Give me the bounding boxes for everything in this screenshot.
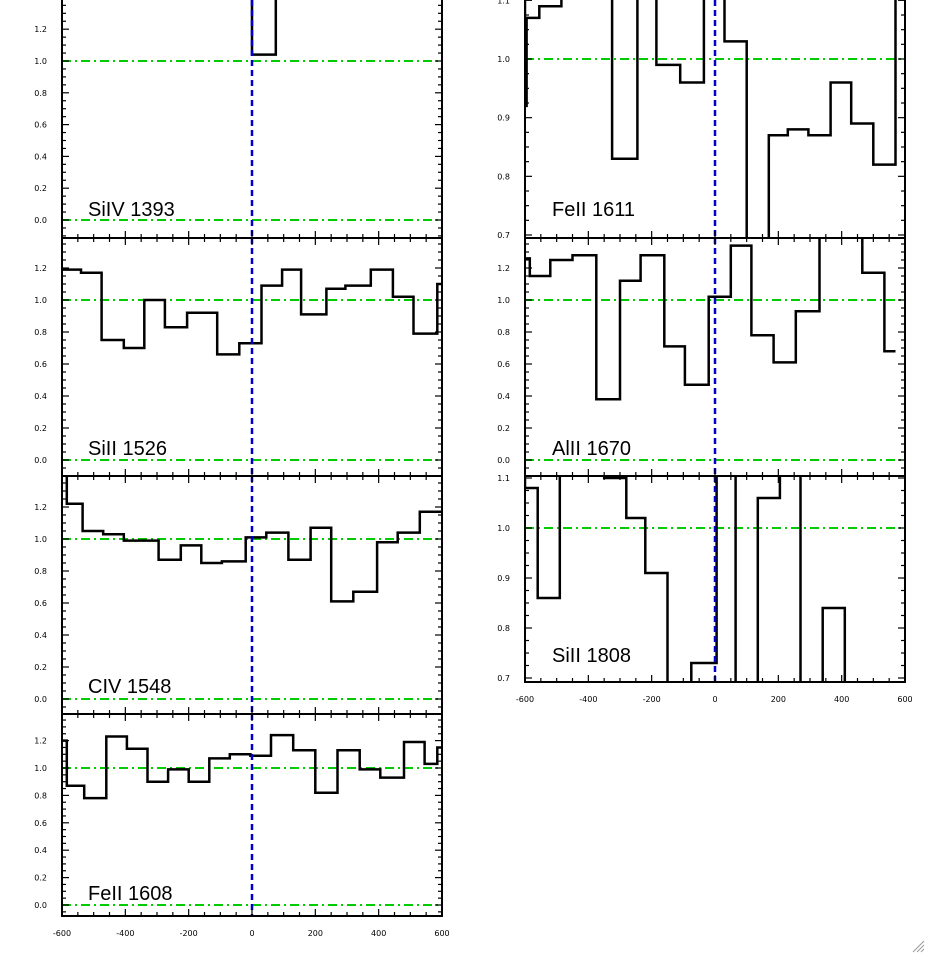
y-tick-label: 0.8 bbox=[34, 328, 47, 337]
y-tick-label: 0.9 bbox=[497, 114, 510, 123]
panel-label: FeII 1608 bbox=[88, 883, 173, 905]
spectrum-line bbox=[250, 0, 278, 56]
y-tick-label: 0.2 bbox=[34, 424, 47, 433]
panel-label: AlII 1670 bbox=[552, 438, 631, 460]
x-tick-label: 400 bbox=[834, 695, 849, 704]
panel-label: SiII 1526 bbox=[88, 438, 167, 460]
x-tick-label: -200 bbox=[180, 929, 198, 938]
y-tick-label: 1.0 bbox=[497, 55, 510, 64]
x-tick-label: -400 bbox=[116, 929, 134, 938]
y-tick-label: 0.7 bbox=[497, 674, 510, 683]
y-tick-label: 1.2 bbox=[497, 264, 510, 273]
x-tick-label: -400 bbox=[579, 695, 597, 704]
y-tick-label: 0.2 bbox=[497, 424, 510, 433]
y-tick-label: 0.0 bbox=[497, 456, 510, 465]
y-tick-label: 1.0 bbox=[497, 524, 510, 533]
resize-grip-icon[interactable] bbox=[911, 939, 925, 953]
y-tick-label: 0.2 bbox=[34, 663, 47, 672]
panel-feii-1608: 0.0 0.2 0.4 0.6 0.8 1.0 1.2 -600 -400 -200 0 200 400… bbox=[34, 713, 450, 938]
x-tick-label: -600 bbox=[516, 695, 534, 704]
y-tick-label: 1.0 bbox=[34, 764, 47, 773]
panel-siii-1808: 0.7 0.8 0.9 1.0 1.1 -600 -400 -200 0 200 400 600 SiI… bbox=[497, 474, 912, 704]
y-tick-label: 0.6 bbox=[34, 121, 47, 130]
y-tick-label: 1.2 bbox=[34, 503, 47, 512]
spectrum-line bbox=[525, 0, 897, 238]
panel-label: CIV 1548 bbox=[88, 676, 171, 698]
y-tick-label: 0.8 bbox=[34, 567, 47, 576]
x-tick-label: -600 bbox=[53, 929, 71, 938]
spectrum-line bbox=[525, 476, 847, 682]
y-tick-label: 1.0 bbox=[34, 296, 47, 305]
panel-label: FeII 1611 bbox=[552, 199, 635, 221]
y-tick-label: 0.6 bbox=[34, 599, 47, 608]
x-tick-label: 200 bbox=[308, 929, 323, 938]
spectrum-line bbox=[62, 268, 442, 356]
y-tick-label: 0.8 bbox=[34, 89, 47, 98]
y-tick-label: 0.4 bbox=[34, 846, 47, 855]
y-tick-label: 1.2 bbox=[34, 737, 47, 746]
y-tick-label: 0.8 bbox=[497, 328, 510, 337]
y-tick-label: 1.1 bbox=[497, 474, 510, 483]
panel-siii-1526: 0.0 0.2 0.4 0.6 0.8 1.0 1.2 SiII 1526 bbox=[34, 237, 443, 477]
x-tick-label: 400 bbox=[371, 929, 386, 938]
y-tick-label: 1.0 bbox=[34, 57, 47, 66]
x-tick-label: 200 bbox=[771, 695, 786, 704]
panel-alii-1670: 0.0 0.2 0.4 0.6 0.8 1.0 1.2 AlII 1670 bbox=[497, 237, 906, 477]
panel-feii-1611: 0.7 0.8 0.9 1.0 1.1 FeII 1611 bbox=[497, 0, 906, 240]
x-tick-label: 600 bbox=[434, 929, 449, 938]
spectrum-line bbox=[62, 733, 442, 800]
y-tick-label: 0.0 bbox=[34, 901, 47, 910]
y-tick-label: 1.0 bbox=[34, 535, 47, 544]
y-tick-label: 0.2 bbox=[34, 184, 47, 193]
y-tick-label: 0.0 bbox=[34, 456, 47, 465]
spectrum-line bbox=[65, 476, 442, 603]
y-tick-label: 0.4 bbox=[34, 152, 47, 161]
y-tick-label: 1.1 bbox=[497, 0, 510, 5]
y-tick-label: 1.2 bbox=[34, 264, 47, 273]
y-tick-label: 0.6 bbox=[497, 360, 510, 369]
panel-label: SiIV 1393 bbox=[88, 199, 175, 221]
y-tick-label: 0.2 bbox=[34, 874, 47, 883]
y-tick-label: 0.7 bbox=[497, 231, 510, 240]
panel-label: SiII 1808 bbox=[552, 645, 631, 667]
y-tick-label: 1.2 bbox=[34, 25, 47, 34]
y-tick-label: 0.8 bbox=[34, 791, 47, 800]
spectrum-line bbox=[525, 238, 896, 401]
x-tick-label: 0 bbox=[712, 695, 717, 704]
panel-siiv-1393: 0.0 0.2 0.4 0.6 0.8 1.0 1.2 SiIV 1393 bbox=[34, 0, 443, 239]
panel-civ-1548: 0.0 0.2 0.4 0.6 0.8 1.0 1.2 CIV 1548 bbox=[34, 475, 443, 715]
y-tick-label: 0.8 bbox=[497, 624, 510, 633]
y-tick-label: 1.0 bbox=[497, 296, 510, 305]
x-tick-label: -200 bbox=[643, 695, 661, 704]
y-tick-label: 0.6 bbox=[34, 819, 47, 828]
y-tick-label: 0.0 bbox=[34, 695, 47, 704]
y-tick-label: 0.4 bbox=[34, 631, 47, 640]
y-tick-label: 0.4 bbox=[497, 392, 510, 401]
y-tick-label: 0.8 bbox=[497, 172, 510, 181]
y-tick-label: 0.4 bbox=[34, 392, 47, 401]
y-tick-label: 0.9 bbox=[497, 574, 510, 583]
y-tick-label: 0.0 bbox=[34, 216, 47, 225]
y-tick-label: 0.6 bbox=[34, 360, 47, 369]
x-tick-label: 600 bbox=[897, 695, 912, 704]
x-tick-label: 0 bbox=[249, 929, 254, 938]
